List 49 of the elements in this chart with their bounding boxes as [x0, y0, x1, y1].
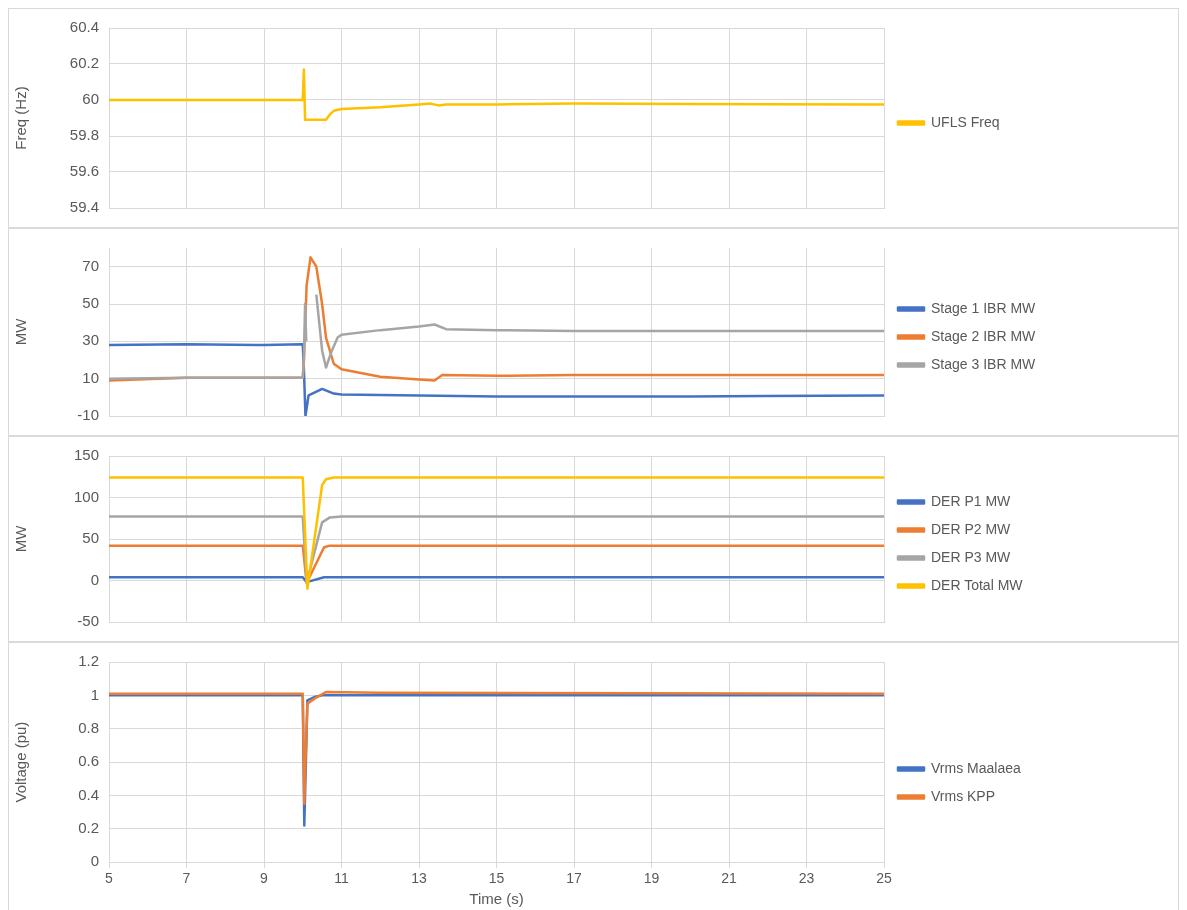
x-tick-label: 15: [488, 870, 505, 887]
y-tick-label: 30: [82, 331, 99, 349]
x-tick-label: 5: [105, 870, 114, 887]
legend-label: Stage 2 IBR MW: [931, 327, 1037, 344]
legend-label: Vrms Maalaea: [931, 759, 1021, 776]
legend-label: DER Total MW: [931, 576, 1024, 593]
y-tick-label: 0: [90, 570, 99, 588]
y-tick-label: 60: [82, 90, 99, 108]
x-tick-label: 23: [798, 870, 815, 887]
y-tick-label: 50: [82, 294, 99, 312]
legend-label: DER P3 MW: [931, 548, 1012, 565]
y-tick-label: 0.8: [78, 718, 99, 736]
y-tick-label: 59.6: [69, 162, 99, 180]
y-axis-title: MW: [12, 524, 30, 553]
legend-label: DER P2 MW: [931, 520, 1012, 537]
legend-label: Vrms KPP: [931, 787, 996, 804]
y-tick-label: 1.2: [78, 652, 99, 670]
y-tick-label: 60.4: [69, 18, 99, 36]
x-tick-label: 13: [411, 870, 427, 887]
x-tick-label: 19: [643, 870, 660, 887]
x-axis-title: Time (s): [469, 890, 524, 908]
y-tick-label: 150: [73, 446, 99, 464]
x-tick-label: 25: [876, 870, 892, 887]
y-tick-label: 0: [90, 852, 99, 870]
x-tick-label: 9: [260, 870, 269, 887]
legend-label: Stage 3 IBR MW: [931, 355, 1037, 372]
y-tick-label: 0.2: [78, 818, 99, 836]
y-tick-label: 70: [82, 256, 99, 274]
y-tick-label: 59.4: [69, 198, 99, 216]
y-tick-label: 0.6: [78, 752, 99, 770]
y-tick-label: 0.4: [78, 785, 99, 803]
y-tick-label: 1: [90, 685, 99, 703]
y-tick-label: -50: [77, 612, 99, 630]
y-axis-title: Freq (Hz): [12, 86, 30, 150]
y-axis-title: MW: [12, 317, 30, 346]
x-tick-label: 7: [182, 870, 191, 887]
legend-label: UFLS Freq: [931, 113, 1000, 130]
y-axis-title: Voltage (pu): [12, 721, 30, 803]
y-tick-label: 100: [73, 487, 99, 505]
y-tick-label: -10: [77, 406, 99, 424]
x-tick-label: 21: [721, 870, 737, 887]
y-tick-label: 10: [82, 368, 99, 386]
y-tick-label: 60.2: [69, 54, 99, 72]
x-tick-label: 11: [334, 870, 349, 887]
x-tick-label: 17: [566, 870, 582, 887]
legend-label: Stage 1 IBR MW: [931, 299, 1037, 316]
y-tick-label: 59.8: [69, 126, 99, 144]
y-tick-label: 50: [82, 529, 99, 547]
legend-label: DER P1 MW: [931, 492, 1012, 509]
